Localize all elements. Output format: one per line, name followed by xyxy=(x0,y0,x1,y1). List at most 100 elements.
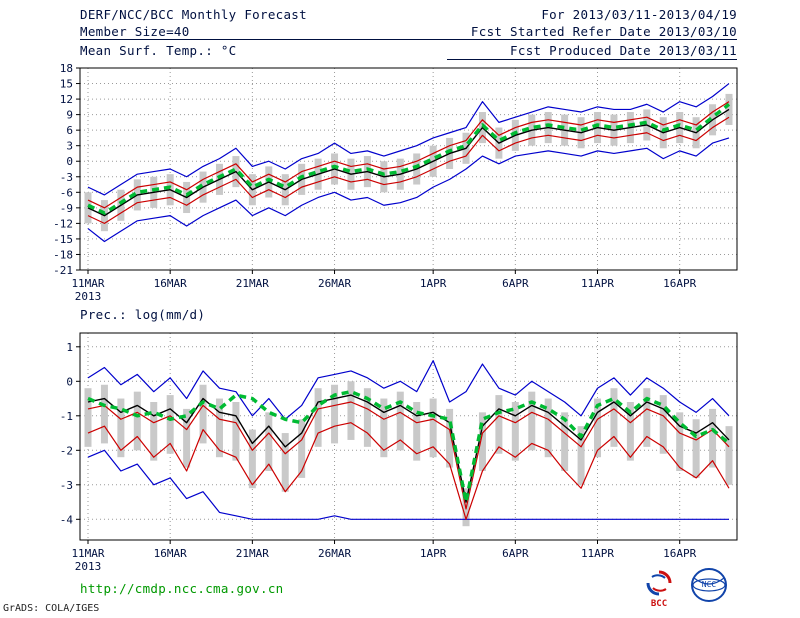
ensemble-spread-bar xyxy=(725,426,733,485)
y-tick-label: -15 xyxy=(53,233,73,246)
y-tick-label: -4 xyxy=(60,513,74,526)
header-row-3: Mean Surf. Temp.: °C Fcst Produced Date … xyxy=(80,43,737,58)
ensemble-spread-bar xyxy=(478,412,486,471)
ensemble-spread-bar xyxy=(248,429,256,489)
y-tick-label: 6 xyxy=(66,124,73,137)
bcc-inner-red xyxy=(652,587,667,592)
series-spread-upper xyxy=(87,401,730,510)
ensemble-spread-bar xyxy=(446,408,454,468)
y-tick-label: -3 xyxy=(60,171,73,184)
ensemble-spread-bar xyxy=(692,419,700,478)
ensemble-spread-bar xyxy=(610,388,618,447)
y-tick-label: 3 xyxy=(66,140,73,153)
x-tick-label: 1APR xyxy=(420,277,447,290)
x-tick-label: 6APR xyxy=(502,277,529,290)
x-tick-label: 11APR xyxy=(581,547,614,560)
ensemble-spread-bar xyxy=(100,384,108,444)
y-tick-label: -1 xyxy=(60,410,73,423)
ensemble-spread-bar xyxy=(331,384,339,444)
y-tick-label: -12 xyxy=(53,217,73,230)
ensemble-spread-bar xyxy=(561,412,569,471)
ensemble-spread-bar xyxy=(314,388,322,447)
series-spread-lower xyxy=(87,116,730,224)
ensemble-spread-bar xyxy=(495,395,503,454)
website-link[interactable]: http://cmdp.ncc.cma.gov.cn xyxy=(80,581,284,596)
x-tick-label: 21MAR xyxy=(236,277,269,290)
x-tick-label: 1APR xyxy=(420,547,447,560)
precip-panel-title: Prec.: log(mm/d) xyxy=(80,307,206,322)
bcc-swirl-blue xyxy=(646,582,660,596)
ensemble-spread-bar xyxy=(150,402,158,461)
ensemble-spread-bar xyxy=(183,408,191,468)
ensemble-spread-bar xyxy=(643,388,651,447)
x-tick-label: 11APR xyxy=(581,277,614,290)
y-tick-label: 0 xyxy=(66,375,73,388)
y-tick-label: 1 xyxy=(66,341,73,354)
grads-credit: GrADS: COLA/IGES xyxy=(3,603,100,614)
ensemble-spread-bar xyxy=(232,402,240,461)
ensemble-spread-bar xyxy=(626,402,634,461)
bcc-logo-mark xyxy=(646,570,672,596)
y-tick-label: 0 xyxy=(66,155,73,168)
plot-frame xyxy=(79,67,738,271)
ensemble-spread-bar xyxy=(528,391,536,451)
x-tick-label: 11MAR xyxy=(71,277,104,290)
series-ensemble-max xyxy=(87,83,730,196)
ensemble-spread-bar xyxy=(363,388,371,447)
ensemble-spread-bar xyxy=(709,408,717,468)
ensemble-spread-bar xyxy=(199,384,207,444)
ncc-ring xyxy=(691,568,727,602)
ensemble-spread-bar xyxy=(676,412,684,471)
header-row-1: DERF/NCC/BCC Monthly Forecast For 2013/0… xyxy=(80,7,737,22)
x-tick-label: 26MAR xyxy=(318,547,351,560)
ensemble-spread-bar xyxy=(166,395,174,454)
ensemble-spread-bar xyxy=(659,395,667,454)
forecast-range: For 2013/03/11-2013/04/19 xyxy=(541,7,737,22)
ensemble-spread-bar xyxy=(413,402,421,461)
ensemble-spread-bar xyxy=(117,398,125,458)
header-divider xyxy=(80,39,737,40)
y-tick-label: -3 xyxy=(60,479,73,492)
series-spread-upper xyxy=(87,101,730,209)
y-tick-label: 12 xyxy=(60,93,73,106)
series-ensemble-min xyxy=(87,449,729,520)
x-tick-year-label: 2013 xyxy=(75,560,102,573)
header-divider-right xyxy=(447,59,737,60)
x-tick-year-label: 2013 xyxy=(75,290,102,303)
x-tick-label: 16MAR xyxy=(154,547,187,560)
ensemble-spread-bar xyxy=(544,398,552,458)
bcc-logo: BCC xyxy=(642,570,676,609)
fcst-started-label: Fcst Started Refer Date 2013/03/10 xyxy=(470,24,737,39)
ensemble-spread-bar xyxy=(577,426,585,485)
series-ensemble-mean xyxy=(87,108,730,217)
ncc-swoosh xyxy=(693,577,725,585)
ensemble-spread-bar xyxy=(298,419,306,478)
x-tick-label: 6APR xyxy=(502,547,529,560)
x-tick-label: 16APR xyxy=(663,277,696,290)
series-ensemble-median-dashed xyxy=(87,102,731,215)
ensemble-spread-bar xyxy=(725,93,733,125)
series-ensemble-max xyxy=(87,359,730,420)
bcc-logo-text: BCC xyxy=(650,599,668,609)
ncc-logo: NCC xyxy=(686,566,732,608)
ensemble-spread-bar xyxy=(511,402,519,461)
ensemble-spread-bar xyxy=(347,381,355,440)
ensemble-spread-bar xyxy=(429,398,437,458)
series-ensemble-median-dashed xyxy=(87,389,731,504)
ensemble-spread-bar xyxy=(215,398,223,458)
series-ensemble-min xyxy=(87,137,730,243)
bcc-swirl-red xyxy=(658,570,672,584)
temp-panel-title: Mean Surf. Temp.: °C xyxy=(80,43,237,58)
y-tick-label: -9 xyxy=(60,202,73,215)
bcc-inner-blue xyxy=(651,574,666,579)
ensemble-spread-bar xyxy=(594,398,602,458)
x-tick-label: 16MAR xyxy=(154,277,187,290)
ensemble-spread-bar xyxy=(396,391,404,451)
ncc-globe-icon xyxy=(691,568,727,602)
y-tick-label: -2 xyxy=(60,444,73,457)
ensemble-spread-bar xyxy=(133,391,141,451)
y-tick-label: -21 xyxy=(53,264,73,277)
